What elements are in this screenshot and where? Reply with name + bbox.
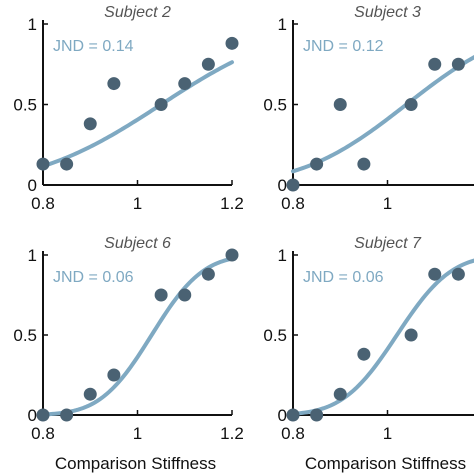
data-point	[60, 408, 74, 422]
data-point	[404, 98, 418, 111]
jnd-annotation: JND = 0.12	[303, 38, 384, 55]
y-tick-label: 1	[28, 15, 37, 34]
data-point	[178, 288, 192, 302]
subplot-title: Subject 3	[354, 4, 421, 21]
data-point	[310, 408, 324, 422]
jnd-annotation: JND = 0.06	[53, 269, 134, 286]
jnd-annotation: JND = 0.06	[303, 269, 384, 286]
panel-subject-3: 0 0.5 1 0.8 1 1.2 Subject 6 JND = 0.06 Compariso…	[13, 235, 243, 473]
psychometric-fit-line	[291, 55, 474, 174]
y-tick-label: 0.5	[13, 326, 37, 345]
data-point	[36, 157, 50, 171]
data-point	[107, 368, 121, 382]
jnd-annotation: JND = 0.14	[53, 38, 134, 55]
data-point	[225, 36, 239, 50]
data-point	[428, 57, 442, 71]
data-point	[333, 387, 347, 401]
data-point	[83, 387, 97, 401]
data-point	[201, 267, 215, 281]
panel-subject-1: 0 0.5 1 0.8 1 1.2 Subject 2 JND = 0.14	[13, 4, 243, 213]
y-tick-label: 0	[278, 176, 287, 195]
data-point	[451, 267, 465, 281]
y-tick-label: 0.5	[263, 96, 287, 115]
data-point	[154, 288, 168, 302]
y-tick-label: 1	[28, 246, 37, 265]
x-tick-label: 1	[383, 194, 392, 213]
data-point	[428, 267, 442, 281]
x-axis-label: Comparison Stiffness	[55, 454, 216, 473]
data-point	[154, 98, 168, 111]
data-point	[286, 408, 300, 422]
x-tick-label: 0.8	[31, 194, 55, 213]
x-tick-label: 1	[383, 424, 392, 443]
data-point	[404, 328, 418, 342]
data-point	[451, 57, 465, 71]
data-point	[225, 248, 239, 262]
data-point	[36, 408, 50, 422]
subplot-title: Subject 2	[104, 4, 171, 21]
x-axis-label: Comparison Stiffness	[305, 454, 466, 473]
y-tick-label: 0	[28, 176, 37, 195]
data-point	[60, 157, 74, 171]
x-tick-label: 0.8	[281, 424, 305, 443]
subplot-title: Subject 6	[104, 235, 171, 252]
psychometric-fit-line	[41, 256, 234, 417]
y-tick-label: 0.5	[13, 96, 37, 115]
data-point	[333, 98, 347, 111]
panel-subject-4: 0 0.5 1 0.8 1 Subject 7 JND = 0.06 Comparison S…	[263, 235, 474, 473]
x-tick-label: 0.8	[31, 424, 55, 443]
data-point	[286, 178, 300, 192]
data-point	[310, 157, 324, 171]
y-tick-label: 0.5	[263, 326, 287, 345]
data-point	[201, 57, 215, 71]
data-point	[83, 117, 97, 131]
data-point	[357, 157, 371, 171]
panel-subject-2: 0 0.5 1 0.8 1 Subject 3 JND = 0.12	[263, 4, 474, 213]
y-tick-label: 0	[28, 406, 37, 425]
data-point	[357, 347, 371, 361]
psychometric-fit-line	[291, 258, 474, 416]
x-tick-label: 0.8	[281, 194, 305, 213]
data-point	[107, 77, 121, 91]
data-point	[178, 77, 192, 91]
psychometric-fit-line	[41, 60, 234, 169]
x-tick-label: 1	[133, 194, 142, 213]
subplot-title: Subject 7	[354, 235, 422, 252]
y-tick-label: 1	[278, 15, 287, 34]
y-tick-label: 0	[278, 406, 287, 425]
x-tick-label: 1	[133, 424, 142, 443]
y-tick-label: 1	[278, 246, 287, 265]
x-tick-label: 1.2	[220, 194, 244, 213]
x-tick-label: 1.2	[220, 424, 244, 443]
